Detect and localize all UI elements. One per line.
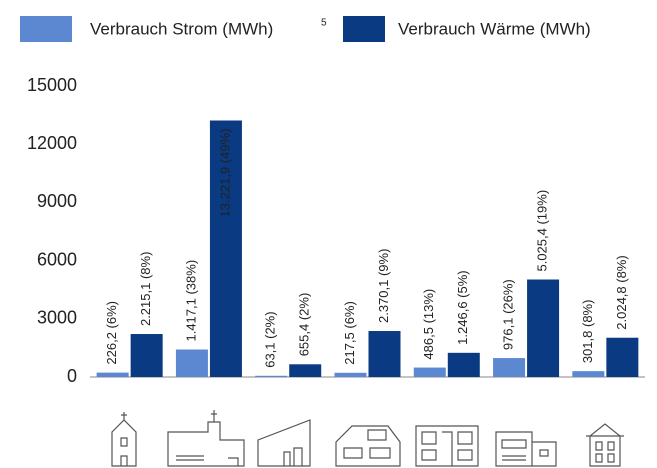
y-tick-label: 6000 <box>37 249 77 269</box>
bar <box>130 334 163 377</box>
value-label: 655,4 (2%) <box>297 293 312 357</box>
value-label: 217,5 (6%) <box>342 301 357 365</box>
legend-swatch <box>20 16 72 42</box>
bar <box>334 372 367 377</box>
bar <box>413 367 446 377</box>
value-label: 1.417,1 (38%) <box>183 260 198 342</box>
legend-label: Verbrauch Wärme (MWh) <box>398 19 591 38</box>
bar <box>289 364 322 377</box>
bar <box>255 375 288 377</box>
value-label: 486,5 (13%) <box>421 289 436 360</box>
legend-label: Verbrauch Strom (MWh) <box>90 19 273 38</box>
bar <box>572 371 605 377</box>
y-tick-label: 9000 <box>37 191 77 211</box>
bar <box>368 331 401 377</box>
bar <box>175 349 208 377</box>
value-label: 976,1 (26%) <box>501 279 516 350</box>
bar <box>96 372 129 377</box>
y-tick-label: 3000 <box>37 308 77 328</box>
value-label: 5.025,4 (19%) <box>535 190 550 272</box>
bar <box>447 352 480 377</box>
bar <box>527 279 560 377</box>
value-label: 13.221,9 (49%) <box>217 128 232 217</box>
value-label: 226,2 (6%) <box>104 301 119 365</box>
category-icons <box>111 410 624 467</box>
bar <box>209 120 242 377</box>
value-label: 2.024,8 (8%) <box>614 255 629 329</box>
value-label: 63,1 (2%) <box>263 311 278 367</box>
bar <box>606 337 639 377</box>
y-tick-label: 0 <box>67 366 77 386</box>
legend-footnote: 5 <box>321 18 327 29</box>
value-label: 2.215,1 (8%) <box>138 252 153 326</box>
y-tick-label: 12000 <box>27 133 77 153</box>
legend-swatch <box>343 16 385 42</box>
y-tick-label: 15000 <box>27 75 77 95</box>
bar <box>493 358 526 377</box>
value-label: 1.246,6 (5%) <box>455 270 470 344</box>
value-label: 2.370,1 (9%) <box>376 249 391 323</box>
value-label: 301,8 (8%) <box>580 300 595 364</box>
